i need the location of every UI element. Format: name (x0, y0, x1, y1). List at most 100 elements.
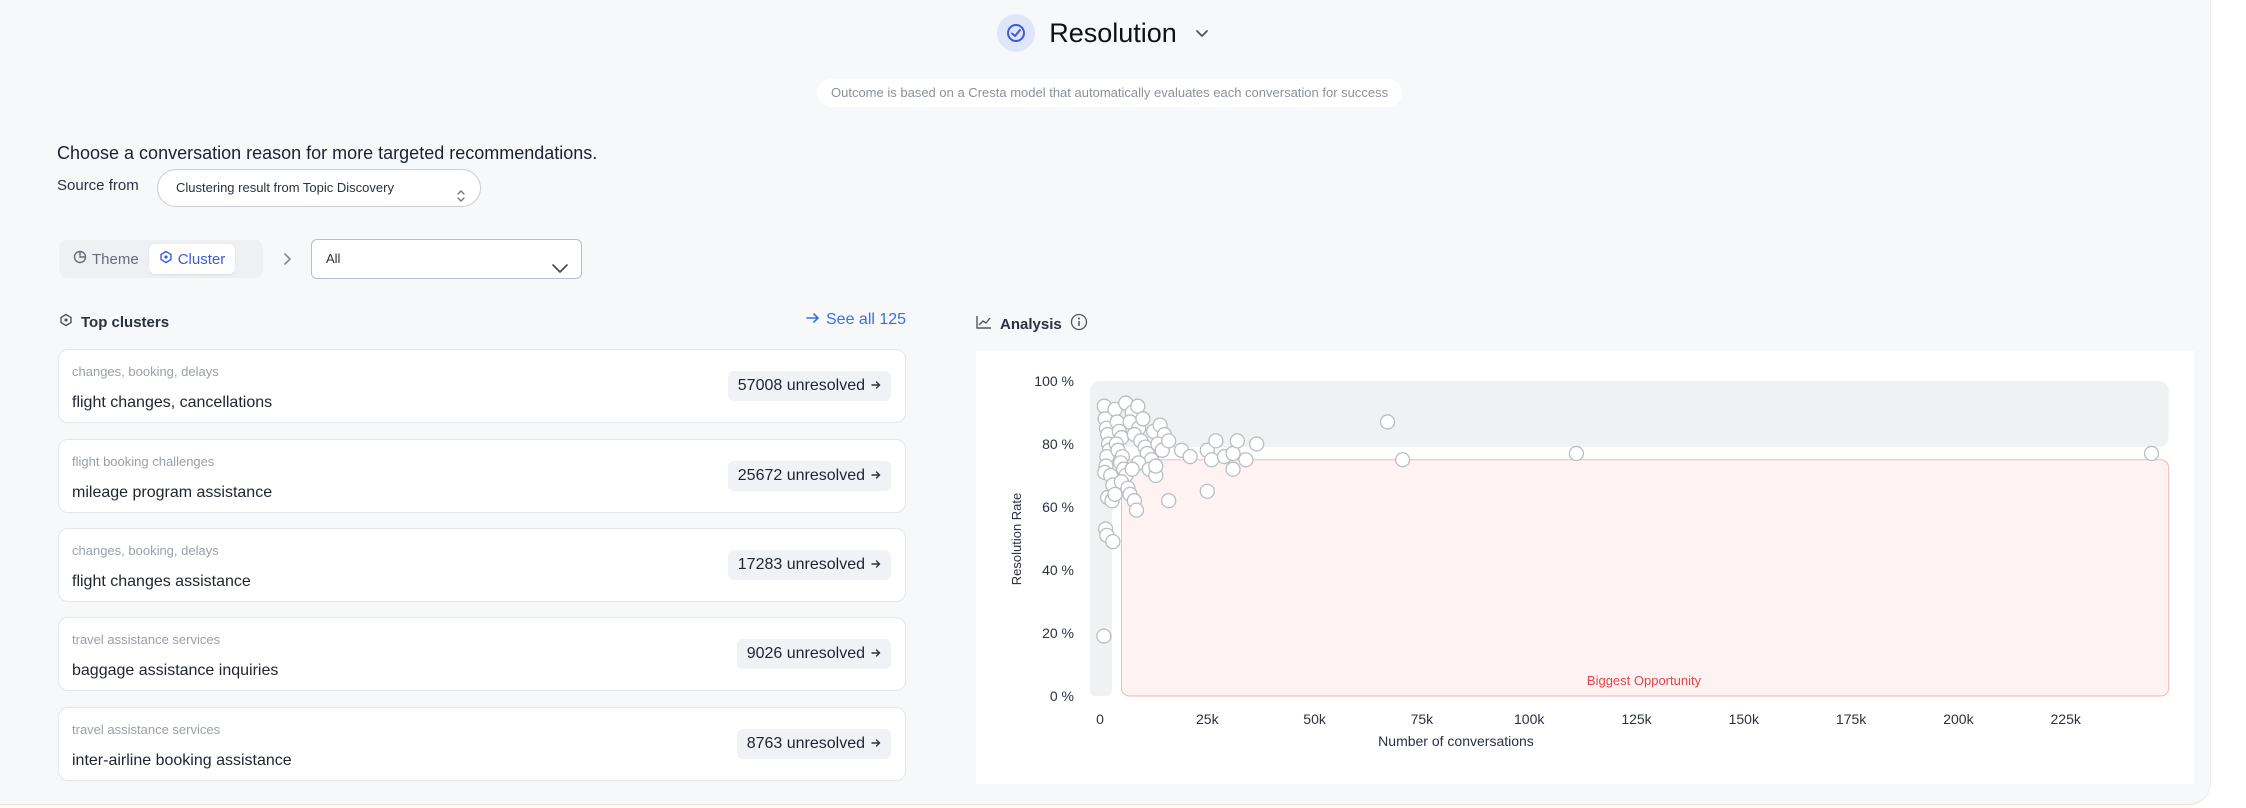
x-tick-label: 200k (1943, 711, 1974, 727)
arrow-right-icon (871, 550, 881, 580)
unresolved-count: 57008 unresolved (737, 377, 865, 394)
scatter-point (1249, 436, 1265, 452)
scatter-point (1229, 433, 1245, 449)
info-icon[interactable] (1070, 313, 1088, 335)
y-tick-label: 0 % (1050, 688, 1074, 704)
source-select-value: Clustering result from Topic Discovery (176, 180, 394, 195)
theme-icon (73, 250, 87, 268)
unresolved-count: 17283 unresolved (737, 556, 865, 573)
chevron-down-icon[interactable] (1191, 22, 1213, 44)
scatter-plot: 0 % 20 % 40 % 60 % 80 % 100 % 0 25k 50k 75k 100k 1… (1009, 373, 2170, 749)
scatter-point (1107, 486, 1123, 503)
select-updown-icon (456, 181, 466, 217)
x-tick-label: 0 (1096, 711, 1104, 727)
unresolved-count: 25672 unresolved (737, 467, 865, 484)
unresolved-count-button[interactable]: 57008 unresolved (727, 371, 891, 401)
theme-cluster-toggle: Theme Cluster (59, 240, 263, 278)
unresolved-count-button[interactable]: 25672 unresolved (727, 461, 891, 491)
x-tick-label: 75k (1411, 711, 1435, 727)
unresolved-count-button[interactable]: 17283 unresolved (727, 550, 891, 580)
toggle-cluster-label: Cluster (177, 250, 226, 268)
cluster-theme: changes, booking, delays (72, 364, 219, 379)
source-label: Source from (57, 177, 139, 194)
y-tick-label: 100 % (1034, 373, 1074, 389)
source-select[interactable]: Clustering result from Topic Discovery (157, 169, 481, 207)
see-all-label: See all 125 (826, 311, 907, 328)
cluster-card[interactable]: changes, booking, delays flight changes … (58, 528, 906, 602)
page-title: Resolution (1049, 17, 1177, 48)
scatter-point (1130, 398, 1146, 414)
scatter-point (1128, 502, 1145, 518)
toggle-cluster[interactable]: Cluster (148, 244, 236, 274)
cluster-card[interactable]: travel assistance services baggage assis… (58, 617, 906, 691)
x-tick-label: 225k (2051, 711, 2082, 727)
see-all-link[interactable]: See all 125 (806, 311, 906, 329)
x-axis-label: Number of conversations (1378, 733, 1534, 749)
scatter-point (1238, 452, 1254, 468)
cluster-name: baggage assistance inquiries (72, 662, 279, 679)
recommendation-prompt: Choose a conversation reason for more ta… (57, 143, 598, 163)
outcome-note: Outcome is based on a Cresta model that … (817, 79, 1403, 107)
scatter-point (1161, 433, 1177, 449)
unresolved-count: 9026 unresolved (746, 645, 865, 662)
cluster-name: inter-airline booking assistance (72, 752, 292, 769)
scatter-point (1379, 414, 1396, 430)
y-tick-label: 60 % (1042, 499, 1074, 515)
cluster-name: mileage program assistance (72, 484, 273, 501)
unresolved-count-button[interactable]: 9026 unresolved (736, 639, 891, 669)
arrow-right-icon (871, 729, 881, 759)
cluster-theme: changes, booking, delays (72, 543, 219, 558)
arrow-right-icon (871, 461, 881, 491)
analysis-heading: Analysis (976, 313, 1088, 335)
toggle-theme-label: Theme (92, 250, 139, 268)
unresolved-count-button[interactable]: 8763 unresolved (736, 729, 891, 759)
page-header: Resolution (0, 14, 2210, 52)
scatter-point (1203, 452, 1220, 468)
title-dropdown[interactable]: Resolution (997, 14, 1213, 52)
cluster-theme: travel assistance services (72, 722, 221, 737)
opportunity-region (1120, 459, 2170, 697)
top-clusters-heading: Top clusters (59, 313, 169, 331)
scatter-point (1105, 533, 1121, 550)
cluster-select[interactable]: All (311, 239, 582, 279)
cluster-card[interactable]: travel assistance services inter-airline… (58, 707, 906, 781)
cluster-name: flight changes, cancellations (72, 394, 273, 411)
scatter-point (1182, 448, 1198, 465)
y-tick-label: 20 % (1042, 625, 1074, 641)
x-tick-label: 125k (1621, 711, 1652, 727)
scatter-point (1096, 628, 1112, 644)
cluster-icon (159, 250, 173, 268)
scatter-point (1394, 452, 1411, 468)
scatter-point (1135, 411, 1151, 427)
arrow-right-icon (871, 639, 881, 669)
analysis-title: Analysis (1000, 315, 1062, 333)
cluster-theme: flight booking challenges (72, 454, 215, 469)
scatter-point (1225, 445, 1241, 462)
arrow-right-icon (806, 311, 820, 329)
cluster-theme: travel assistance services (72, 632, 221, 647)
scatter-point (1161, 493, 1177, 509)
chevron-right-icon (281, 251, 293, 272)
scatter-point (1124, 461, 1140, 477)
y-axis-label: Resolution Rate (1009, 493, 1024, 586)
cluster-card[interactable]: changes, booking, delays flight changes,… (58, 349, 906, 423)
scatter-point (1225, 461, 1241, 477)
x-tick-label: 25k (1196, 711, 1220, 727)
high-resolution-region (1090, 381, 2169, 448)
unresolved-count: 8763 unresolved (746, 735, 865, 752)
cluster-name: flight changes assistance (72, 573, 251, 590)
cluster-icon (59, 313, 73, 331)
cluster-select-value: All (326, 251, 341, 266)
y-tick-label: 40 % (1042, 562, 1074, 578)
x-tick-label: 150k (1729, 711, 1760, 727)
scatter-point (1148, 458, 1164, 474)
cluster-card[interactable]: flight booking challenges mileage progra… (58, 439, 906, 513)
scatter-point (1199, 483, 1215, 499)
scatter-point (1208, 433, 1224, 449)
arrow-right-icon (871, 371, 881, 401)
toggle-theme[interactable]: Theme (63, 244, 149, 274)
scatter-point (2143, 445, 2160, 462)
check-badge-icon (997, 14, 1036, 52)
chevron-down-icon (551, 252, 569, 290)
